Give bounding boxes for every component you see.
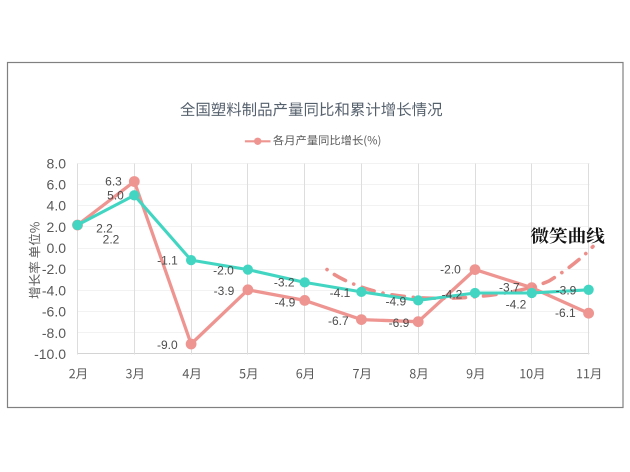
svg-text:-4.9: -4.9 bbox=[385, 294, 406, 308]
svg-text:4.0: 4.0 bbox=[47, 198, 67, 214]
svg-text:-4.2: -4.2 bbox=[442, 287, 463, 301]
svg-text:-4.9: -4.9 bbox=[275, 295, 296, 309]
svg-text:2.2: 2.2 bbox=[103, 232, 120, 246]
svg-text:-6.7: -6.7 bbox=[328, 314, 349, 328]
svg-text:-2.0: -2.0 bbox=[213, 264, 234, 278]
svg-text:-2.0: -2.0 bbox=[42, 261, 66, 277]
svg-text:-4.1: -4.1 bbox=[330, 286, 351, 300]
svg-text:6.0: 6.0 bbox=[47, 177, 67, 193]
svg-text:-10.0: -10.0 bbox=[34, 346, 66, 362]
svg-text:-3.9: -3.9 bbox=[214, 284, 235, 298]
svg-text:5.0: 5.0 bbox=[107, 189, 124, 203]
svg-text:-1.1: -1.1 bbox=[157, 254, 178, 268]
svg-text:-4.2: -4.2 bbox=[506, 298, 527, 312]
svg-text:-9.0: -9.0 bbox=[157, 338, 178, 352]
svg-text:-6.9: -6.9 bbox=[389, 316, 410, 330]
svg-text:0.0: 0.0 bbox=[47, 240, 67, 256]
svg-text:-2.0: -2.0 bbox=[440, 262, 461, 276]
svg-text:-4.0: -4.0 bbox=[42, 282, 66, 298]
svg-text:2.2: 2.2 bbox=[96, 221, 113, 235]
svg-text:2.0: 2.0 bbox=[47, 219, 67, 235]
svg-text:-6.0: -6.0 bbox=[42, 304, 66, 320]
svg-text:-6.1: -6.1 bbox=[555, 306, 576, 320]
svg-text:-3.7: -3.7 bbox=[499, 281, 520, 295]
svg-text:-3.2: -3.2 bbox=[274, 276, 295, 290]
svg-text:-3.9: -3.9 bbox=[556, 283, 577, 297]
svg-text:8.0: 8.0 bbox=[47, 155, 67, 171]
svg-text:6.3: 6.3 bbox=[105, 175, 122, 189]
svg-text:-8.0: -8.0 bbox=[42, 325, 66, 341]
